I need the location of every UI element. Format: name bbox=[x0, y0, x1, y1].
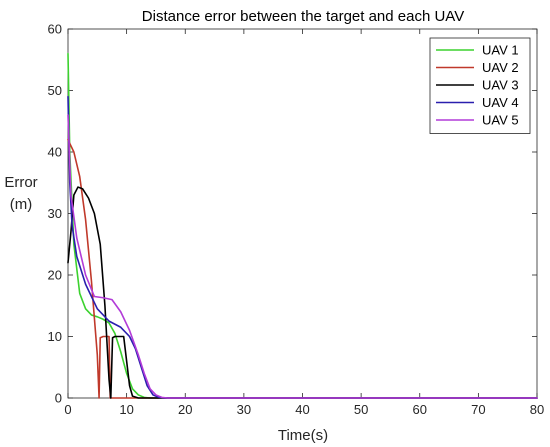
x-tick-label: 70 bbox=[471, 402, 485, 417]
y-axis-title-line2: (m) bbox=[10, 196, 33, 213]
x-tick-label: 40 bbox=[295, 402, 309, 417]
y-axis-title-line1: Error bbox=[4, 174, 37, 191]
legend: UAV 1 UAV 2 UAV 3 UAV 4 UAV 5 bbox=[429, 37, 531, 134]
y-tick-label: 40 bbox=[48, 145, 62, 160]
y-tick-label: 50 bbox=[48, 83, 62, 98]
x-tick-label: 50 bbox=[354, 402, 368, 417]
y-tick-label: 10 bbox=[48, 329, 62, 344]
series-line-uav-4 bbox=[67, 95, 538, 399]
y-tick-label: 30 bbox=[48, 206, 62, 221]
legend-label-uav-5: UAV 5 bbox=[482, 113, 519, 128]
x-tick-label: 60 bbox=[413, 402, 427, 417]
chart-title: Distance error between the target and ea… bbox=[142, 8, 464, 25]
legend-label-uav-2: UAV 2 bbox=[482, 60, 519, 75]
x-tick-label: 10 bbox=[119, 402, 133, 417]
x-axis-title: Time(s) bbox=[278, 427, 328, 444]
x-tick-label: 30 bbox=[237, 402, 251, 417]
series-line-uav-3 bbox=[67, 186, 538, 399]
x-tick-label: 80 bbox=[530, 402, 544, 417]
legend-label-uav-1: UAV 1 bbox=[482, 43, 519, 58]
y-tick-label: 20 bbox=[48, 268, 62, 283]
x-tick-label: 20 bbox=[178, 402, 192, 417]
x-tick-label: 0 bbox=[64, 402, 71, 417]
legend-label-uav-3: UAV 3 bbox=[482, 78, 519, 93]
legend-label-uav-4: UAV 4 bbox=[482, 95, 519, 110]
y-tick-label: 60 bbox=[48, 22, 62, 37]
series-line-uav-1 bbox=[67, 52, 538, 399]
series-line-uav-2 bbox=[67, 138, 538, 399]
y-tick-label: 0 bbox=[55, 391, 62, 406]
series-line-uav-5 bbox=[67, 114, 538, 399]
